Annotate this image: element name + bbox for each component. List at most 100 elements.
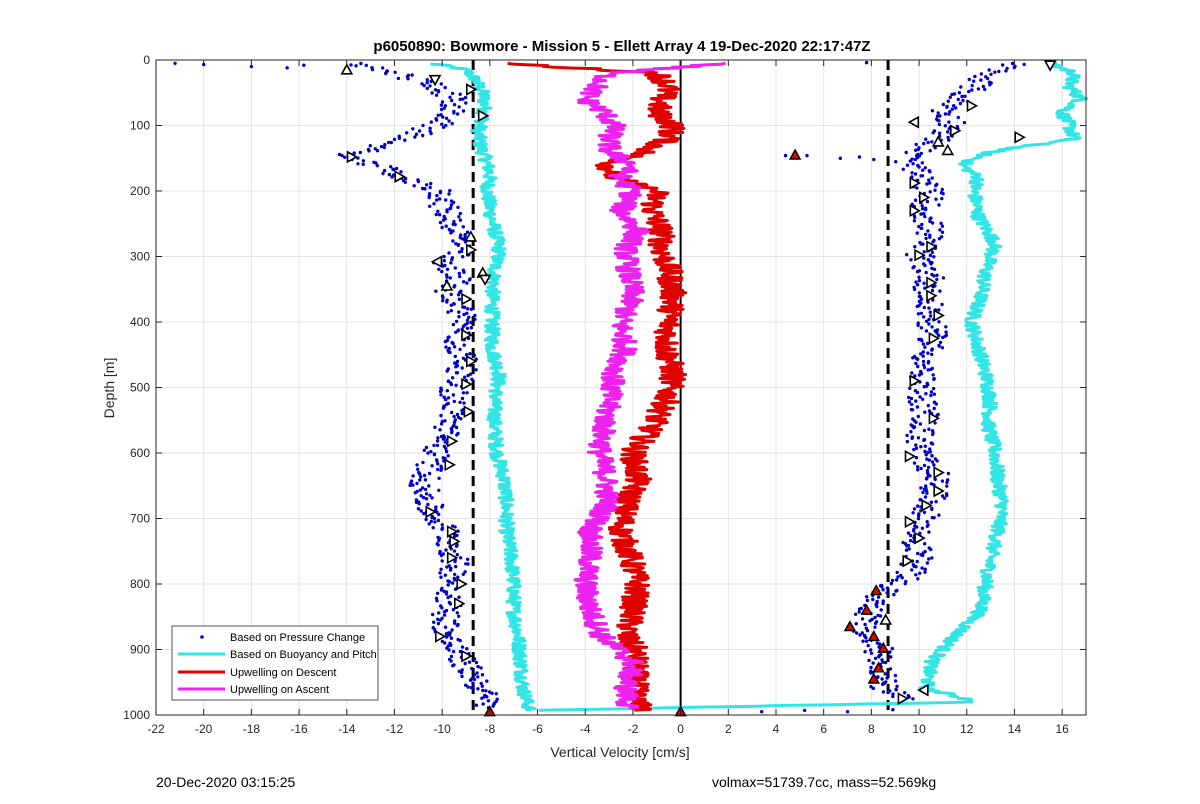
pressure-change-dot [471,681,475,685]
pressure-change-dot [449,303,453,307]
pressure-change-dot [956,115,960,120]
pressure-change-dot [485,679,489,683]
pressure-change-dot [935,459,939,463]
pressure-change-dot [403,138,407,142]
x-tick-label: 2 [725,722,732,736]
pressure-change-dot [452,302,456,306]
pressure-change-dot [988,83,992,87]
pressure-change-dot [911,162,915,166]
pressure-change-dot [440,527,444,531]
pressure-change-dot [442,610,447,614]
pressure-change-dot [387,172,392,177]
pressure-change-dot [457,105,461,109]
pressure-change-dot [458,97,462,102]
pressure-change-dot [945,105,949,109]
pressure-change-dot [445,646,449,650]
pressure-change-dot [439,107,444,112]
pressure-change-dot [899,562,903,566]
pressure-change-dot [458,92,462,96]
pressure-change-dot [930,442,935,446]
pressure-change-dot [904,548,909,552]
pressure-change-dot [419,494,423,498]
pressure-change-dot [450,98,454,103]
pressure-change-dot [463,661,467,666]
pressure-change-dot [426,502,430,507]
pressure-change-dot [435,459,439,463]
pressure-change-dot [892,592,896,597]
pressure-change-dot [928,149,932,153]
pressure-change-dot [413,491,417,495]
pressure-change-dot [972,79,976,83]
pressure-change-dot [956,97,960,102]
pressure-change-dot [909,430,913,434]
open-triangle-marker [926,240,938,254]
pressure-change-dot [440,606,444,610]
pressure-change-dot [462,312,466,317]
pressure-change-dot [928,314,933,318]
open-triangle-marker [941,143,955,156]
pressure-change-dot [922,141,926,146]
pressure-change-dot [905,439,910,444]
pressure-change-dot [924,392,928,396]
pressure-change-dot [438,618,442,622]
pressure-change-dot [461,225,465,229]
pressure-change-outlier [838,156,843,160]
pressure-change-dot [434,93,439,97]
pressure-change-dot [910,568,914,572]
pressure-change-dot [946,99,950,103]
pressure-change-dot [905,433,909,438]
pressure-change-dot [914,455,919,460]
pressure-change-dot [445,275,449,279]
pressure-change-dot [928,217,932,221]
pressure-change-dot [912,507,917,511]
chart-title: p6050890: Bowmore - Mission 5 - Ellett A… [373,38,870,55]
pressure-change-dot [905,163,910,167]
pressure-change-dot [918,294,922,299]
pressure-change-dot [922,365,927,370]
pressure-change-dot [444,447,448,451]
open-triangle-marker [477,109,490,123]
pressure-change-dot [937,203,941,207]
pressure-change-dot [922,428,927,433]
pressure-change-dot [931,432,935,437]
pressure-change-dot [914,148,918,152]
pressure-change-dot [940,302,944,307]
pressure-change-dot [916,551,920,556]
pressure-change-dot [393,70,397,75]
pressure-change-dot [909,258,913,262]
open-triangle-marker [933,309,945,322]
pressure-change-dot [476,675,480,679]
pressure-change-dot [467,315,471,319]
pressure-change-dot [858,633,862,637]
pressure-change-dot [441,406,446,410]
pressure-change-dot [930,507,934,512]
pressure-change-dot [915,390,920,395]
pressure-change-dot [923,214,927,219]
pressure-change-dot [931,373,935,377]
red-triangle-marker [867,629,880,642]
pressure-change-dot [456,205,460,209]
pressure-change-dot [460,645,465,649]
pressure-change-dot [895,570,899,575]
pressure-change-dot [864,636,868,640]
pressure-change-dot [442,613,447,617]
pressure-change-dot [941,192,945,196]
pressure-change-dot [437,267,441,271]
pressure-change-dot [913,215,917,220]
pressure-change-dot [449,594,453,598]
pressure-change-dot [434,118,439,122]
x-tick-label: -4 [580,722,591,736]
pressure-change-dot [920,207,925,211]
pressure-change-dot [924,477,929,481]
pressure-change-dot [412,184,416,188]
pressure-change-dot [939,235,944,239]
pressure-change-dot [424,445,429,450]
pressure-change-dot [925,199,930,204]
pressure-change-outlier [285,66,289,70]
pressure-change-dot [917,278,922,283]
pressure-change-dot [455,623,460,628]
pressure-change-dot [451,200,456,205]
pressure-change-dot [930,454,934,458]
pressure-change-dot [431,526,435,530]
pressure-change-dot [468,678,473,682]
